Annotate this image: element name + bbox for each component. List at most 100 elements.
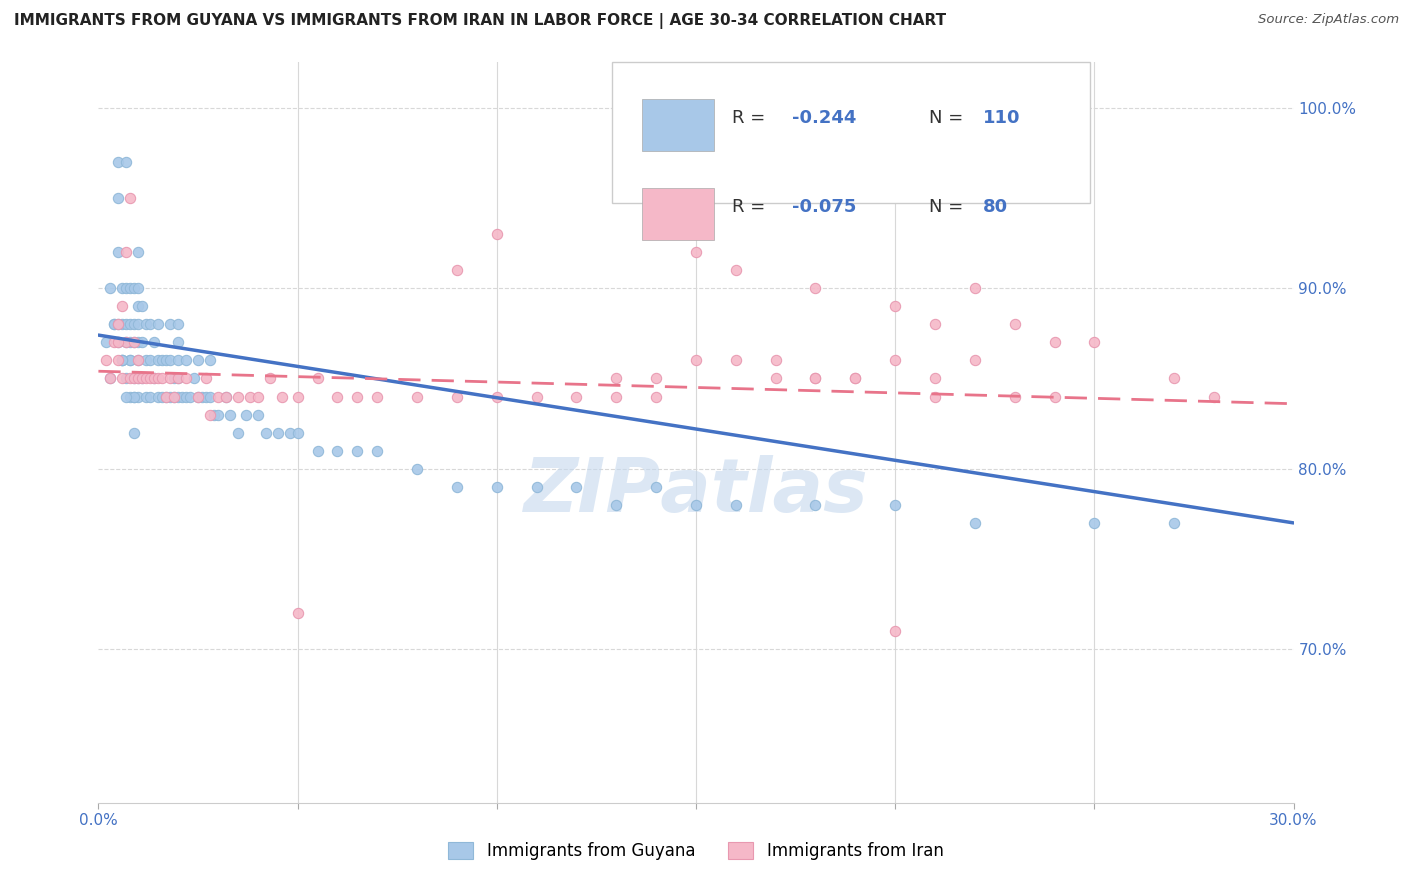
Point [143,371,166,385]
Point [198,390,221,404]
Point [195,390,218,404]
Point [127,390,149,404]
Point [155,353,177,368]
Point [346,443,368,458]
Point [107,191,129,205]
Point [167,353,190,368]
Point [139,353,162,368]
Point [139,390,162,404]
Point [235,408,257,422]
Point [183,371,205,385]
Point [103,335,125,350]
Point [107,318,129,332]
Point [148,371,170,385]
Point [163,371,186,385]
FancyBboxPatch shape [643,99,714,152]
Point [884,498,907,512]
Point [115,245,138,260]
Point [1004,390,1026,404]
Point [207,408,229,422]
Point [685,498,707,512]
Point [406,461,429,475]
Point [127,245,149,260]
Point [565,390,588,404]
Point [120,281,142,295]
Point [167,390,190,404]
Point [159,353,181,368]
Point [107,318,129,332]
Point [159,390,181,404]
Point [963,353,986,368]
Point [135,353,157,368]
Point [120,371,142,385]
Point [167,371,190,385]
Point [346,390,368,404]
Point [143,335,166,350]
Point [115,390,138,404]
Point [485,480,508,494]
Point [135,390,157,404]
Point [924,390,946,404]
Text: IMMIGRANTS FROM GUYANA VS IMMIGRANTS FROM IRAN IN LABOR FORCE | AGE 30-34 CORREL: IMMIGRANTS FROM GUYANA VS IMMIGRANTS FRO… [14,13,946,29]
Point [127,318,149,332]
Point [605,371,627,385]
Text: 110: 110 [983,109,1021,127]
Point [143,371,166,385]
Point [163,390,186,404]
Point [115,371,138,385]
Point [485,227,508,241]
Point [115,281,138,295]
Point [191,390,214,404]
Point [98,281,122,295]
Point [131,371,153,385]
Point [226,390,249,404]
Text: -0.075: -0.075 [792,198,856,216]
Point [139,371,162,385]
Point [150,390,173,404]
Point [219,408,242,422]
Point [202,408,225,422]
Point [765,353,787,368]
Point [239,390,262,404]
Point [187,390,209,404]
Point [804,281,827,295]
Point [924,318,946,332]
Point [884,299,907,313]
Point [124,425,146,440]
Text: -0.244: -0.244 [792,109,856,127]
Point [366,443,388,458]
Point [287,425,309,440]
Text: N =: N = [929,198,969,216]
Point [278,425,301,440]
Point [198,353,221,368]
Point [124,390,146,404]
Point [605,498,627,512]
Point [127,281,149,295]
Point [124,390,146,404]
Point [270,390,292,404]
Point [765,371,787,385]
Point [107,245,129,260]
Point [107,154,129,169]
Point [724,498,747,512]
Point [127,353,149,368]
Point [120,353,142,368]
Point [150,371,173,385]
Point [111,318,134,332]
Text: ZIP​atlas: ZIP​atlas [523,455,869,528]
Point [148,353,170,368]
Point [406,390,429,404]
Point [115,335,138,350]
Point [150,353,173,368]
Point [111,281,134,295]
Point [111,353,134,368]
Point [98,371,122,385]
Point [131,335,153,350]
Text: N =: N = [929,109,969,127]
Point [115,335,138,350]
Point [96,335,118,350]
Point [174,371,197,385]
Point [526,480,548,494]
Point [267,425,290,440]
Point [485,390,508,404]
